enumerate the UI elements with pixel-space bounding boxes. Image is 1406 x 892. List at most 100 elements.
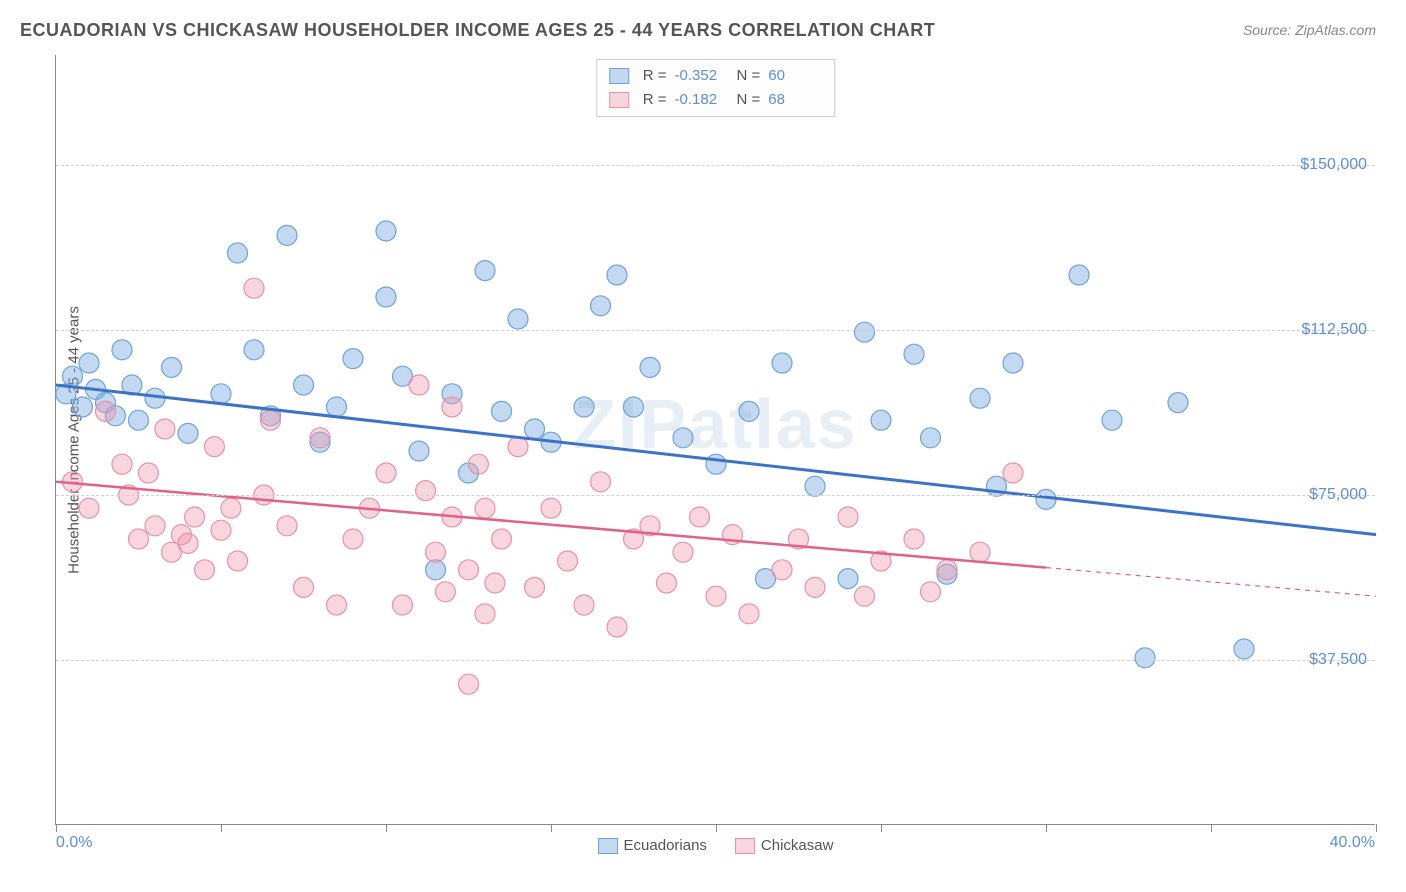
data-point xyxy=(485,573,505,593)
data-point xyxy=(376,221,396,241)
data-point xyxy=(211,520,231,540)
data-point xyxy=(195,560,215,580)
data-point xyxy=(409,441,429,461)
data-point xyxy=(921,428,941,448)
data-point xyxy=(129,529,149,549)
data-point xyxy=(1102,410,1122,430)
data-point xyxy=(574,595,594,615)
n-label: N = xyxy=(737,88,761,112)
data-point xyxy=(442,397,462,417)
gridline xyxy=(56,165,1375,166)
data-point xyxy=(591,296,611,316)
x-tick xyxy=(386,824,387,832)
x-tick xyxy=(221,824,222,832)
data-point xyxy=(607,617,627,637)
data-point xyxy=(838,507,858,527)
y-tick-label: $112,500 xyxy=(1301,321,1367,339)
data-point xyxy=(409,375,429,395)
data-point xyxy=(855,586,875,606)
data-point xyxy=(178,533,198,553)
x-tick xyxy=(716,824,717,832)
data-point xyxy=(921,582,941,602)
source-label: Source: ZipAtlas.com xyxy=(1243,22,1376,38)
data-point xyxy=(838,569,858,589)
data-point xyxy=(475,604,495,624)
stats-legend-row: R = -0.352 N = 60 xyxy=(609,64,823,88)
data-point xyxy=(310,428,330,448)
x-max-label: 40.0% xyxy=(1330,834,1375,852)
data-point xyxy=(772,353,792,373)
data-point xyxy=(221,498,241,518)
stats-legend: R = -0.352 N = 60 R = -0.182 N = 68 xyxy=(596,59,836,117)
data-point xyxy=(162,357,182,377)
data-point xyxy=(155,419,175,439)
data-point xyxy=(871,410,891,430)
data-point xyxy=(261,410,281,430)
legend-item: Chickasaw xyxy=(735,837,834,854)
data-point xyxy=(640,357,660,377)
data-point xyxy=(204,437,224,457)
y-tick-label: $75,000 xyxy=(1309,486,1367,504)
data-point xyxy=(228,551,248,571)
legend-label: Ecuadorians xyxy=(624,837,707,854)
data-point xyxy=(904,529,924,549)
data-point xyxy=(459,674,479,694)
data-point xyxy=(327,397,347,417)
data-point xyxy=(1234,639,1254,659)
data-point xyxy=(558,551,578,571)
data-point xyxy=(739,604,759,624)
data-point xyxy=(541,498,561,518)
data-point xyxy=(393,595,413,615)
data-point xyxy=(79,498,99,518)
data-point xyxy=(277,516,297,536)
data-point xyxy=(657,573,677,593)
data-point xyxy=(459,560,479,580)
series-legend: Ecuadorians Chickasaw xyxy=(598,837,834,854)
trend-line-dashed xyxy=(1046,568,1376,597)
data-point xyxy=(492,401,512,421)
data-point xyxy=(805,577,825,597)
legend-item: Ecuadorians xyxy=(598,837,707,854)
data-point xyxy=(112,454,132,474)
legend-swatch xyxy=(735,838,755,854)
data-point xyxy=(79,353,99,373)
data-point xyxy=(416,481,436,501)
plot-svg xyxy=(56,55,1375,824)
n-value: 60 xyxy=(768,64,822,88)
data-point xyxy=(574,397,594,417)
x-min-label: 0.0% xyxy=(56,834,92,852)
x-tick xyxy=(1376,824,1377,832)
legend-swatch xyxy=(609,92,629,108)
data-point xyxy=(855,322,875,342)
data-point xyxy=(706,586,726,606)
n-value: 68 xyxy=(768,88,822,112)
data-point xyxy=(294,577,314,597)
data-point xyxy=(343,529,363,549)
r-label: R = xyxy=(643,64,667,88)
data-point xyxy=(211,384,231,404)
data-point xyxy=(970,542,990,562)
data-point xyxy=(343,349,363,369)
data-point xyxy=(673,428,693,448)
data-point xyxy=(706,454,726,474)
data-point xyxy=(185,507,205,527)
data-point xyxy=(1003,463,1023,483)
stats-legend-row: R = -0.182 N = 68 xyxy=(609,88,823,112)
data-point xyxy=(145,516,165,536)
data-point xyxy=(492,529,512,549)
r-value: -0.352 xyxy=(675,64,729,88)
data-point xyxy=(277,225,297,245)
x-tick xyxy=(881,824,882,832)
x-tick xyxy=(551,824,552,832)
x-tick xyxy=(1211,824,1212,832)
data-point xyxy=(937,560,957,580)
n-label: N = xyxy=(737,64,761,88)
data-point xyxy=(690,507,710,527)
data-point xyxy=(63,366,83,386)
data-point xyxy=(129,410,149,430)
x-tick xyxy=(56,824,57,832)
data-point xyxy=(468,454,488,474)
data-point xyxy=(525,419,545,439)
data-point xyxy=(228,243,248,263)
data-point xyxy=(376,463,396,483)
